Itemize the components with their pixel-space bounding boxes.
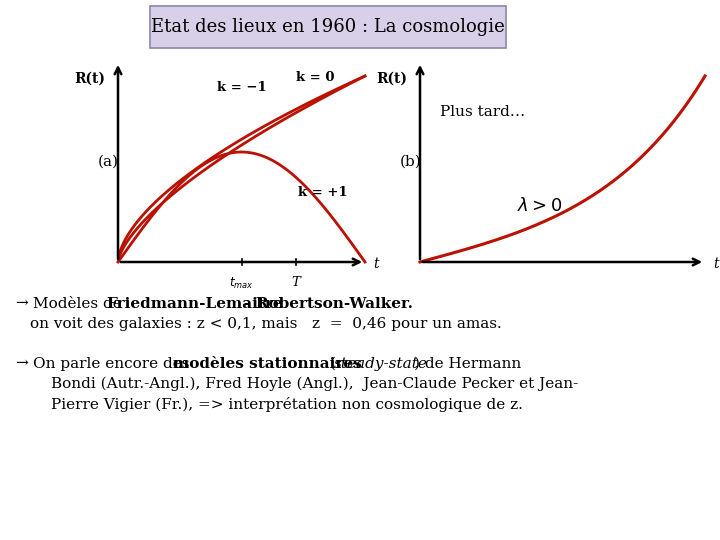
Text: On parle encore des: On parle encore des (33, 357, 194, 371)
Text: t: t (373, 257, 379, 271)
Text: t: t (713, 257, 719, 271)
Text: (a): (a) (98, 155, 119, 169)
Text: modèles stationnaires: modèles stationnaires (173, 357, 361, 371)
Text: Pierre Vigier (Fr.), => interprétation non cosmologique de z.: Pierre Vigier (Fr.), => interprétation n… (51, 397, 523, 412)
Text: Bondi (Autr.-Angl.), Fred Hoyle (Angl.),  Jean-Claude Pecker et Jean-: Bondi (Autr.-Angl.), Fred Hoyle (Angl.),… (51, 377, 578, 392)
Text: R(t): R(t) (377, 72, 408, 86)
Text: ) de Hermann: ) de Hermann (414, 357, 521, 371)
Text: k = −1: k = −1 (217, 81, 266, 94)
FancyBboxPatch shape (150, 6, 506, 48)
Text: Friedmann-Lemaitre: Friedmann-Lemaitre (106, 297, 283, 311)
Text: →: → (15, 357, 28, 371)
Text: k = +1: k = +1 (298, 186, 348, 199)
Text: (: ( (325, 357, 336, 371)
Text: k = 0: k = 0 (296, 71, 334, 84)
Text: (b): (b) (400, 155, 422, 169)
Text: Etat des lieux en 1960 : La cosmologie: Etat des lieux en 1960 : La cosmologie (151, 18, 505, 36)
Text: Modèles de: Modèles de (33, 297, 127, 311)
Text: T: T (292, 276, 300, 289)
Text: $t_{max}$: $t_{max}$ (229, 276, 254, 291)
Text: R(t): R(t) (74, 72, 106, 86)
Text: $\lambda > 0$: $\lambda > 0$ (517, 197, 562, 215)
Text: Plus tard…: Plus tard… (440, 105, 525, 119)
Text: →: → (15, 297, 28, 311)
Text: on voit des galaxies : z < 0,1, mais   z  =  0,46 pour un amas.: on voit des galaxies : z < 0,1, mais z =… (30, 317, 502, 331)
Text: - Robertson-Walker.: - Robertson-Walker. (239, 297, 413, 311)
Text: steady-state: steady-state (334, 357, 428, 371)
